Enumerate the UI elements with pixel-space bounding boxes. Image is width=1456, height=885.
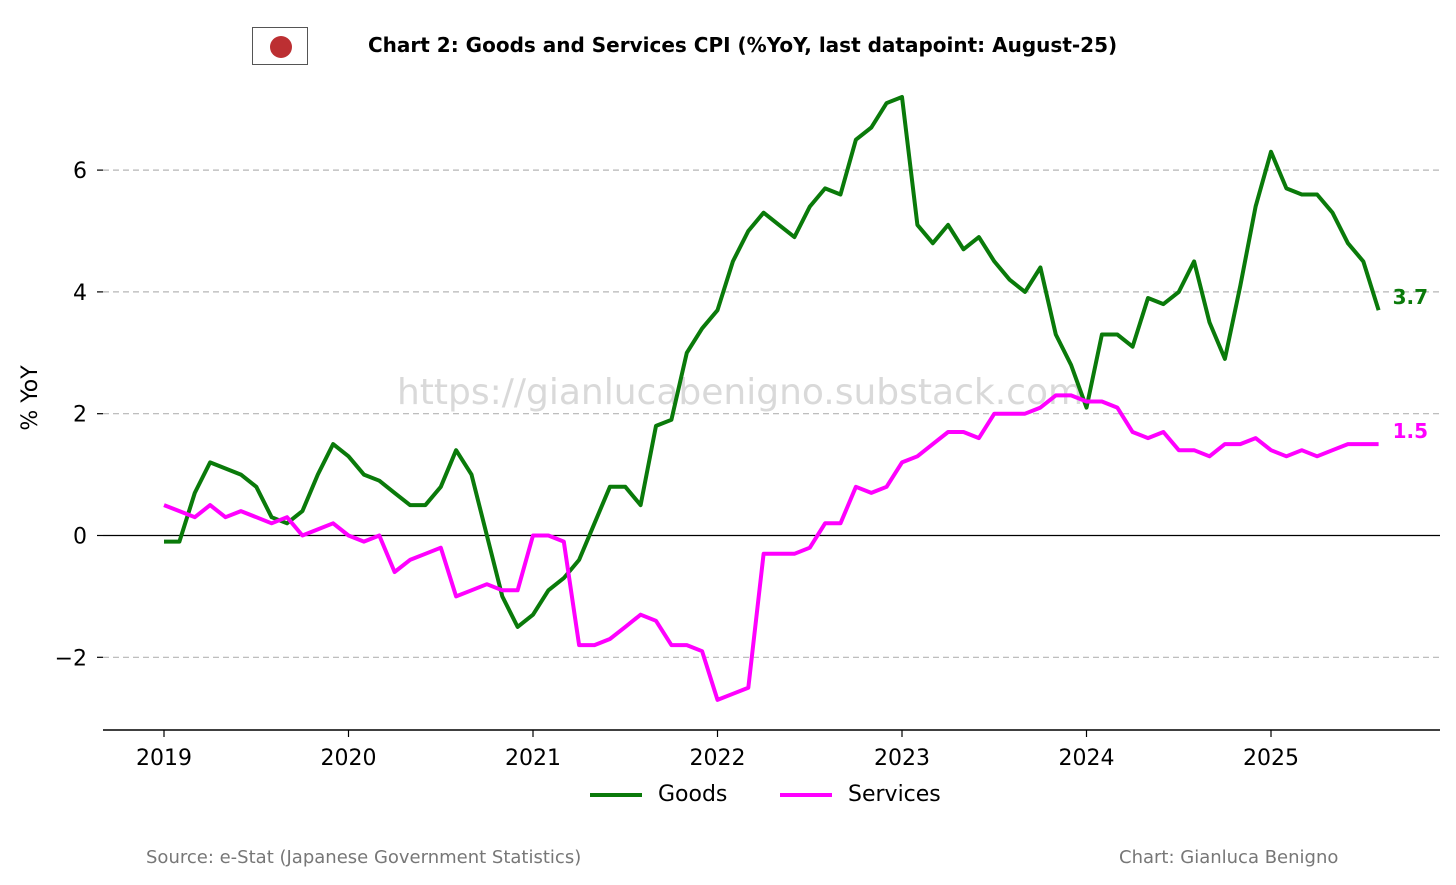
y-tick-label: 6 <box>73 159 87 184</box>
chart-title: Chart 2: Goods and Services CPI (%YoY, l… <box>368 33 1118 57</box>
legend-item-goods: Goods <box>590 782 727 807</box>
x-tick-label: 2024 <box>1059 746 1115 771</box>
end-label-services: 1.5 <box>1393 419 1428 443</box>
legend-label-goods: Goods <box>658 782 728 807</box>
y-tick-label: 4 <box>73 281 87 306</box>
x-tick-label: 2020 <box>321 746 377 771</box>
japan-flag-icon <box>252 27 308 65</box>
x-tick-label: 2025 <box>1243 746 1299 771</box>
source-note: Source: e-Stat (Japanese Government Stat… <box>146 847 582 868</box>
y-tick-label: 2 <box>73 403 87 428</box>
x-tick-label: 2019 <box>136 746 192 771</box>
chart-credit: Chart: Gianluca Benigno <box>1119 847 1339 868</box>
grid-lines <box>103 169 1440 658</box>
legend-label-services: Services <box>848 782 941 807</box>
x-tick-label: 2023 <box>874 746 930 771</box>
watermark: https://gianlucabenigno.substack.com <box>397 372 1083 413</box>
flag-sun-disc <box>270 36 292 58</box>
end-label-goods: 3.7 <box>1393 285 1428 309</box>
legend-swatch-services <box>780 792 832 797</box>
axes <box>97 169 1440 737</box>
series-group: 3.7 1.5 <box>163 95 1428 702</box>
y-tick-label: −2 <box>55 646 87 671</box>
legend-item-services: Services <box>780 782 941 807</box>
series-line-goods <box>164 95 1381 629</box>
legend-swatch-goods <box>590 792 642 797</box>
x-tick-label: 2022 <box>690 746 746 771</box>
y-axis-label: % YoY <box>18 365 43 431</box>
y-tick-label: 0 <box>73 525 87 550</box>
tick-labels: −2 0 2 4 6 2019 2020 2021 2022 2023 2024 2025 <box>55 159 1299 771</box>
x-tick-label: 2021 <box>505 746 561 771</box>
series-line-services <box>163 393 1379 702</box>
